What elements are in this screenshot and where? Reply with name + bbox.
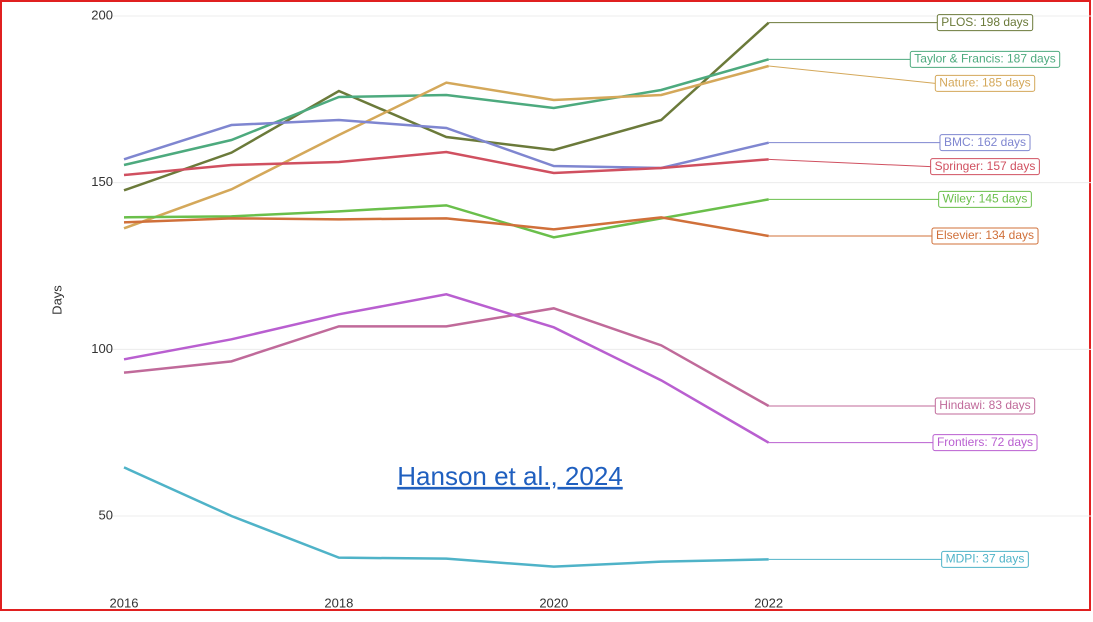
series-label: Frontiers: 72 days	[932, 434, 1038, 452]
series-label: Taylor & Francis: 187 days	[909, 50, 1061, 68]
annotation[interactable]: Hanson et al., 2024	[397, 461, 623, 491]
label-connector	[768, 65, 936, 84]
series-label: Springer: 157 days	[930, 158, 1040, 176]
y-tick-label: 200	[91, 7, 113, 22]
label-box	[934, 397, 1036, 415]
label-box	[931, 227, 1039, 245]
citation-link[interactable]: Hanson et al., 2024	[397, 461, 623, 491]
series-label: Elsevier: 134 days	[931, 227, 1039, 245]
series-line	[123, 150, 769, 177]
label-text: Frontiers: 72 days	[937, 435, 1033, 449]
series-line	[123, 21, 770, 192]
label-text: Wiley: 145 days	[943, 192, 1028, 206]
label-text: Taylor & Francis: 187 days	[914, 52, 1055, 66]
series-line	[123, 58, 770, 167]
label-text: Elsevier: 134 days	[936, 228, 1034, 242]
series-line	[123, 307, 770, 408]
label-box	[909, 50, 1061, 68]
series-label: MDPI: 37 days	[941, 550, 1029, 568]
label-text: PLOS: 198 days	[941, 15, 1028, 29]
series-line	[123, 118, 769, 170]
label-text: BMC: 162 days	[944, 135, 1026, 149]
x-tick-label: 2022	[754, 595, 783, 610]
label-box	[936, 14, 1034, 32]
y-tick-label: 50	[99, 507, 113, 522]
label-connector	[768, 158, 931, 168]
series-label: Hindawi: 83 days	[934, 397, 1036, 415]
label-text: Nature: 185 days	[939, 76, 1030, 90]
series-label: Nature: 185 days	[934, 74, 1036, 92]
series-label: Wiley: 145 days	[938, 190, 1032, 208]
y-axis-label: Days	[49, 285, 64, 315]
label-box	[930, 158, 1040, 176]
series-line	[123, 293, 770, 444]
series-label: BMC: 162 days	[939, 134, 1031, 152]
series-line	[123, 216, 769, 238]
label-box	[938, 190, 1032, 208]
label-text: Hindawi: 83 days	[939, 398, 1030, 412]
x-tick-label: 2018	[324, 595, 353, 610]
label-box	[941, 550, 1029, 568]
x-tick-label: 2020	[539, 595, 568, 610]
label-text: Springer: 157 days	[935, 159, 1036, 173]
series-label: PLOS: 198 days	[936, 14, 1034, 32]
y-tick-label: 100	[91, 341, 113, 356]
x-tick-label: 2016	[110, 595, 139, 610]
label-text: MDPI: 37 days	[946, 552, 1025, 566]
y-tick-label: 150	[91, 174, 113, 189]
label-box	[939, 134, 1031, 152]
label-box	[932, 434, 1038, 452]
series-line	[123, 466, 769, 568]
plot: 50 100 150 200 2016 2018 2020 2022 PLOS: 198 day…	[91, 7, 1091, 610]
series-line	[123, 64, 769, 230]
label-box	[934, 74, 1036, 92]
